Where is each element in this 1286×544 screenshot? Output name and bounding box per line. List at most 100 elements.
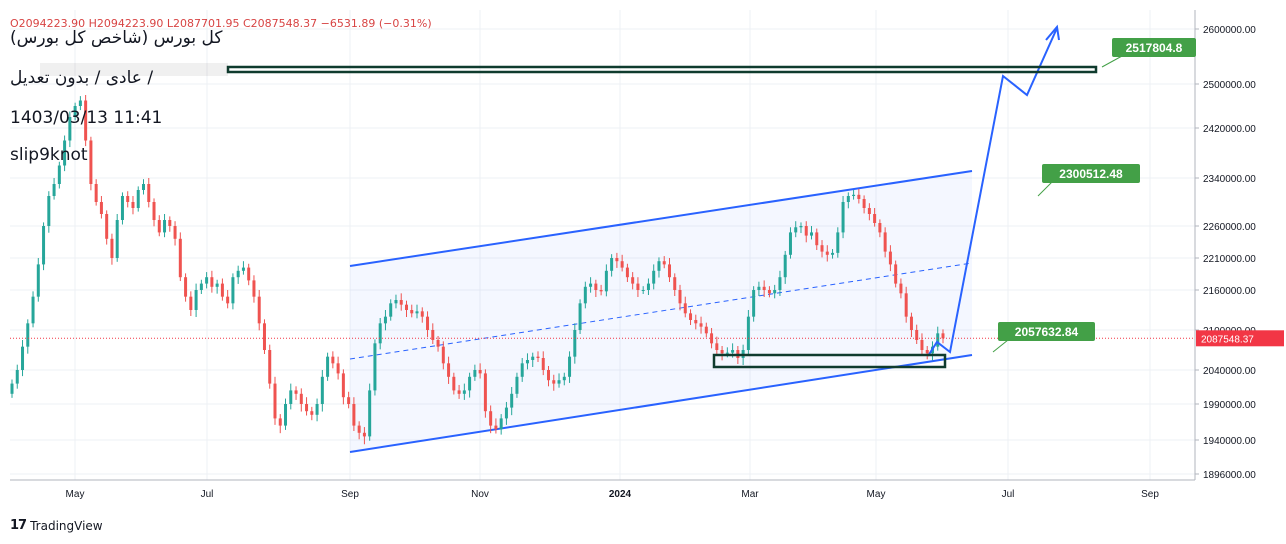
candle-body	[226, 296, 230, 304]
candle-body	[284, 404, 288, 426]
candle-body	[767, 290, 771, 294]
candle-body	[231, 277, 235, 304]
candle-body	[678, 290, 682, 304]
candle-body	[909, 316, 913, 330]
candle-body	[773, 290, 777, 294]
chart-datetime: 1403/03/13 11:41	[10, 108, 163, 128]
candle-body	[373, 343, 377, 391]
candle-body	[141, 184, 145, 190]
candle-body	[157, 220, 161, 233]
candle-body	[846, 196, 850, 202]
x-tick-label: Mar	[741, 489, 759, 500]
x-tick-label: May	[867, 489, 886, 500]
candle-body	[63, 140, 67, 166]
x-tick-label: Sep	[1141, 489, 1159, 500]
candle-body	[220, 283, 224, 297]
candle-body	[299, 393, 303, 404]
candle-body	[573, 330, 577, 357]
candle-body	[915, 330, 919, 340]
candle-body	[336, 363, 340, 374]
candle-body	[436, 340, 440, 347]
candle-body	[99, 202, 103, 214]
candle-body	[867, 208, 871, 214]
candle-body	[447, 363, 451, 377]
candle-body	[541, 358, 545, 370]
candle-body	[47, 196, 51, 226]
candle-body	[683, 303, 687, 314]
y-tick-label: 1896000.00	[1203, 470, 1256, 481]
candle-body	[320, 376, 324, 404]
candle-body	[273, 383, 277, 419]
candle-body	[57, 165, 61, 184]
candle-body	[636, 283, 640, 290]
candle-body	[15, 370, 19, 384]
candle-body	[799, 226, 803, 228]
candle-body	[625, 267, 629, 278]
y-tick-label: 2420000.00	[1203, 124, 1256, 135]
candle-body	[89, 140, 93, 184]
candle-body	[788, 232, 792, 255]
candle-body	[894, 264, 898, 284]
ohlc-readout: O2094223.90 H2094223.90 L2087701.95 C208…	[10, 17, 436, 30]
candle-body	[473, 370, 477, 377]
candle-body	[462, 390, 466, 394]
candle-body	[210, 277, 214, 287]
candle-body	[899, 283, 903, 294]
candle-body	[378, 323, 382, 344]
y-tick-label: 1940000.00	[1203, 436, 1256, 447]
candle-body	[641, 290, 645, 291]
chart-author: slip9knot	[10, 145, 88, 165]
x-tick-label: Jul	[1002, 489, 1015, 500]
channel-fill	[350, 171, 972, 452]
candle-body	[857, 194, 861, 199]
annotation-pointer	[1037, 181, 1053, 197]
candle-body	[547, 370, 551, 381]
annotation-label: 2517804.8	[1126, 41, 1183, 55]
candle-body	[394, 300, 398, 304]
candle-body	[110, 238, 114, 258]
candle-body	[215, 283, 219, 287]
candle-body	[194, 290, 198, 310]
candle-body	[257, 296, 261, 324]
candle-body	[657, 261, 661, 271]
candle-body	[383, 316, 387, 324]
candle-body	[168, 220, 172, 226]
candle-body	[426, 316, 430, 330]
candle-body	[247, 267, 251, 281]
channel-top-line	[349, 170, 973, 267]
support-box	[712, 353, 947, 369]
candle-body	[310, 411, 314, 415]
candle-body	[73, 106, 77, 117]
candle-body	[10, 383, 14, 394]
candle-body	[294, 390, 298, 394]
candle-body	[399, 300, 403, 305]
chart-title: کل بورس (شاخص کل بورس)	[10, 28, 223, 48]
candle-body	[241, 267, 245, 271]
candle-body	[84, 100, 88, 141]
candle-body	[820, 245, 824, 252]
candle-body	[599, 290, 603, 292]
candle-body	[825, 251, 829, 255]
candle-body	[883, 232, 887, 252]
candle-body	[667, 264, 671, 278]
candle-body	[757, 286, 761, 290]
tradingview-logo-icon: 17	[10, 518, 27, 533]
candle-body	[352, 404, 356, 426]
candle-body	[794, 227, 798, 233]
candle-body	[831, 252, 835, 255]
candle-body	[262, 323, 266, 350]
candle-body	[841, 202, 845, 233]
candle-body	[163, 220, 167, 233]
candle-body	[662, 261, 666, 265]
candle-body	[504, 407, 508, 419]
candle-body	[36, 264, 40, 297]
candle-body	[468, 376, 472, 391]
candle-body	[357, 425, 361, 433]
annotation-box	[1112, 38, 1196, 57]
tradingview-logo[interactable]: 17 TradingView	[10, 518, 103, 533]
candle-body	[710, 333, 714, 344]
candle-body	[904, 293, 908, 317]
candle-body	[252, 280, 256, 297]
candle-body	[510, 393, 514, 408]
